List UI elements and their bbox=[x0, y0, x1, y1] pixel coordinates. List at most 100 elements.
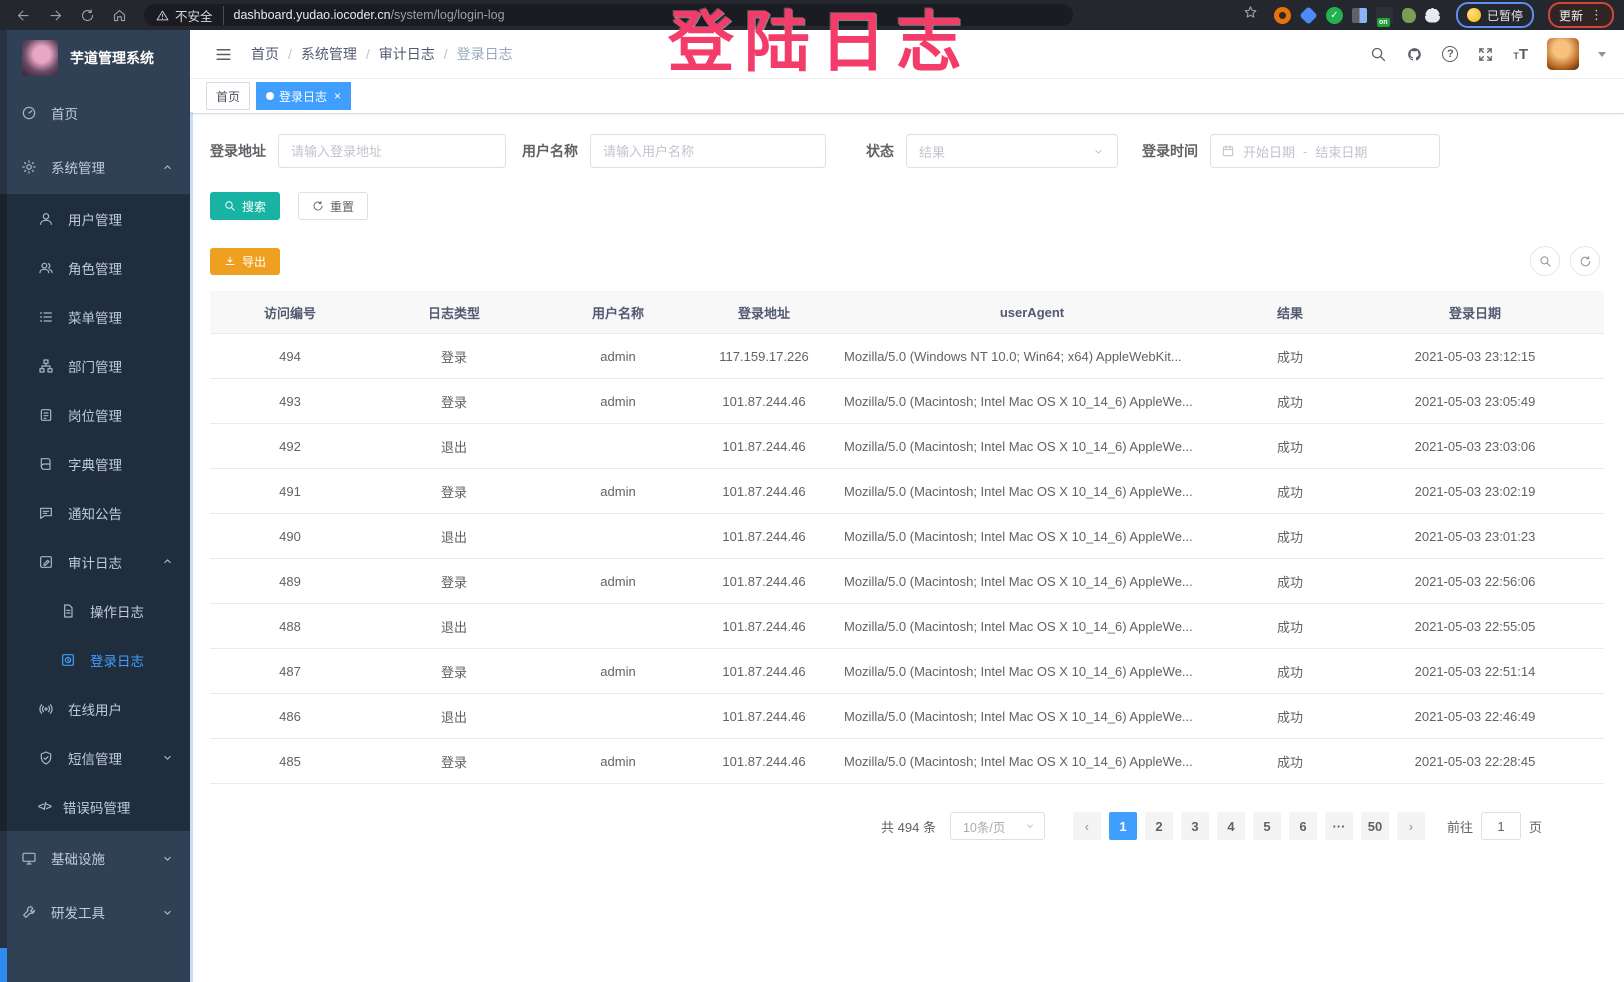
sidebar-scrollbar-track[interactable] bbox=[0, 30, 7, 982]
search-icon bbox=[1539, 255, 1552, 268]
status-label: 状态 bbox=[866, 143, 894, 159]
table-row[interactable]: 485 登录 admin 101.87.244.46 Mozilla/5.0 (… bbox=[210, 738, 1604, 784]
sidebar-item-online-users[interactable]: 在线用户 bbox=[0, 684, 190, 733]
browser-home-button[interactable] bbox=[106, 2, 132, 28]
app-logo[interactable]: 芋道管理系统 bbox=[0, 30, 190, 86]
page-button[interactable]: 2 bbox=[1144, 812, 1173, 840]
login-time-range-picker[interactable]: 开始日期 - 结束日期 bbox=[1210, 134, 1440, 168]
hamburger-icon[interactable] bbox=[214, 45, 233, 64]
refresh-table-button[interactable] bbox=[1570, 246, 1600, 276]
calendar-icon bbox=[1221, 144, 1235, 158]
table-row[interactable]: 489 登录 admin 101.87.244.46 Mozilla/5.0 (… bbox=[210, 558, 1604, 604]
browser-menu-icon[interactable]: ⋮ bbox=[1590, 7, 1603, 22]
cell-useragent: Mozilla/5.0 (Macintosh; Intel Mac OS X 1… bbox=[830, 693, 1234, 739]
security-warning[interactable]: 不安全 bbox=[156, 5, 224, 25]
reset-button[interactable]: 重置 bbox=[298, 192, 369, 220]
table-row[interactable]: 488 退出 101.87.244.46 Mozilla/5.0 (Macint… bbox=[210, 603, 1604, 649]
close-icon[interactable]: × bbox=[334, 89, 342, 103]
user-avatar[interactable] bbox=[1547, 38, 1579, 70]
cell-username bbox=[538, 693, 698, 739]
export-button[interactable]: 导出 bbox=[210, 247, 281, 275]
ext-puzzle-icon[interactable] bbox=[1424, 7, 1440, 23]
breadcrumb-home[interactable]: 首页 bbox=[251, 46, 279, 62]
fullscreen-icon[interactable] bbox=[1477, 46, 1494, 63]
status-select[interactable]: 结果 bbox=[906, 134, 1118, 168]
search-icon[interactable] bbox=[1370, 46, 1387, 63]
sidebar-scrollbar-thumb[interactable] bbox=[0, 948, 7, 982]
page-button[interactable]: 3 bbox=[1180, 812, 1209, 840]
sidebar-item-user-mgmt[interactable]: 用户管理 bbox=[0, 194, 190, 243]
ext-green-icon[interactable]: ✓ bbox=[1325, 6, 1343, 24]
sidebar-item-login-log[interactable]: 登录日志 bbox=[0, 635, 190, 684]
ext-grid-icon[interactable] bbox=[1351, 7, 1367, 23]
browser-update-button[interactable]: 更新 ⋮ bbox=[1547, 2, 1614, 28]
table-row[interactable]: 491 登录 admin 101.87.244.46 Mozilla/5.0 (… bbox=[210, 468, 1604, 514]
ext-blue-diamond-icon[interactable] bbox=[1299, 5, 1318, 25]
login-address-label: 登录地址 bbox=[210, 143, 266, 159]
sidebar-item-menu-mgmt[interactable]: 菜单管理 bbox=[0, 292, 190, 341]
prev-page-button[interactable]: ‹ bbox=[1072, 812, 1101, 840]
cell-id: 486 bbox=[210, 693, 370, 739]
login-address-input[interactable] bbox=[278, 134, 506, 168]
table-row[interactable]: 492 退出 101.87.244.46 Mozilla/5.0 (Macint… bbox=[210, 423, 1604, 469]
cell-log-type: 登录 bbox=[370, 333, 538, 379]
font-size-icon[interactable]: TT bbox=[1513, 45, 1528, 63]
profile-paused-badge[interactable]: 已暂停 bbox=[1455, 2, 1534, 28]
sidebar-item-errcode-mgmt[interactable]: </> 错误码管理 bbox=[0, 782, 190, 831]
cell-useragent: Mozilla/5.0 (Macintosh; Intel Mac OS X 1… bbox=[830, 513, 1234, 559]
browser-reload-button[interactable] bbox=[74, 2, 100, 28]
table-row[interactable]: 487 登录 admin 101.87.244.46 Mozilla/5.0 (… bbox=[210, 648, 1604, 694]
cell-login-date: 2021-05-03 23:01:23 bbox=[1346, 513, 1604, 559]
sidebar-item-audit-log[interactable]: 审计日志 bbox=[0, 537, 190, 586]
tag-login-log[interactable]: 登录日志 × bbox=[256, 82, 352, 110]
sidebar-item-label: 错误码管理 bbox=[62, 800, 131, 816]
sidebar-item-operation-log[interactable]: 操作日志 bbox=[0, 586, 190, 635]
cell-login-address: 101.87.244.46 bbox=[698, 738, 830, 784]
browser-back-button[interactable] bbox=[10, 2, 36, 28]
page-button[interactable]: 5 bbox=[1252, 812, 1281, 840]
page-button[interactable]: 50 bbox=[1360, 812, 1389, 840]
username-input[interactable] bbox=[590, 134, 826, 168]
table-row[interactable]: 486 退出 101.87.244.46 Mozilla/5.0 (Macint… bbox=[210, 693, 1604, 739]
github-icon[interactable] bbox=[1406, 46, 1423, 63]
chevron-down-icon bbox=[161, 906, 174, 919]
next-page-button[interactable]: › bbox=[1396, 812, 1425, 840]
sidebar-item-role-mgmt[interactable]: 角色管理 bbox=[0, 243, 190, 292]
toggle-search-button[interactable] bbox=[1530, 246, 1560, 276]
tag-home[interactable]: 首页 bbox=[206, 82, 251, 110]
breadcrumb-audit[interactable]: 审计日志 bbox=[378, 46, 435, 62]
sidebar-item-infrastructure[interactable]: 基础设施 bbox=[0, 831, 190, 885]
sidebar-item-dept-mgmt[interactable]: 部门管理 bbox=[0, 341, 190, 390]
breadcrumb-system[interactable]: 系统管理 bbox=[300, 46, 357, 62]
page-button[interactable]: 4 bbox=[1216, 812, 1245, 840]
page-button[interactable]: 1 bbox=[1108, 812, 1137, 840]
ext-list-icon[interactable]: on bbox=[1375, 6, 1393, 27]
page-button[interactable]: 6 bbox=[1288, 812, 1317, 840]
sidebar-item-system-mgmt[interactable]: 系统管理 bbox=[0, 140, 190, 194]
ext-leaf-icon[interactable] bbox=[1401, 7, 1416, 23]
sidebar-item-dev-tools[interactable]: 研发工具 bbox=[0, 885, 190, 939]
sidebar-item-dict-mgmt[interactable]: 字典管理 bbox=[0, 439, 190, 488]
help-icon[interactable]: ? bbox=[1442, 46, 1459, 62]
sidebar-item-post-mgmt[interactable]: 岗位管理 bbox=[0, 390, 190, 439]
sidebar-item-home[interactable]: 首页 bbox=[0, 86, 190, 140]
page-size-select[interactable]: 10条/页 bbox=[949, 812, 1045, 840]
search-button[interactable]: 搜索 bbox=[210, 192, 281, 220]
browser-forward-button[interactable] bbox=[42, 2, 68, 28]
sidebar-item-sms-mgmt[interactable]: 短信管理 bbox=[0, 733, 190, 782]
table-row[interactable]: 493 登录 admin 101.87.244.46 Mozilla/5.0 (… bbox=[210, 378, 1604, 424]
address-bar[interactable]: 不安全 dashboard.yudao.iocoder.cn/system/lo… bbox=[144, 4, 1073, 26]
notice-icon bbox=[38, 505, 54, 521]
users-icon bbox=[38, 260, 54, 276]
sidebar-item-label: 部门管理 bbox=[68, 359, 122, 375]
table-row[interactable]: 494 登录 admin 117.159.17.226 Mozilla/5.0 … bbox=[210, 333, 1604, 379]
jump-page-input[interactable] bbox=[1480, 812, 1521, 840]
ext-orange-icon[interactable] bbox=[1273, 6, 1291, 24]
page-ellipsis[interactable]: ··· bbox=[1324, 812, 1353, 840]
avatar-caret-icon[interactable] bbox=[1598, 51, 1606, 57]
logo-avatar bbox=[22, 40, 58, 76]
table-row[interactable]: 490 退出 101.87.244.46 Mozilla/5.0 (Macint… bbox=[210, 513, 1604, 559]
bookmark-star-icon[interactable] bbox=[1243, 5, 1258, 25]
sidebar-item-notice[interactable]: 通知公告 bbox=[0, 488, 190, 537]
col-header-result: 结果 bbox=[1234, 291, 1346, 334]
